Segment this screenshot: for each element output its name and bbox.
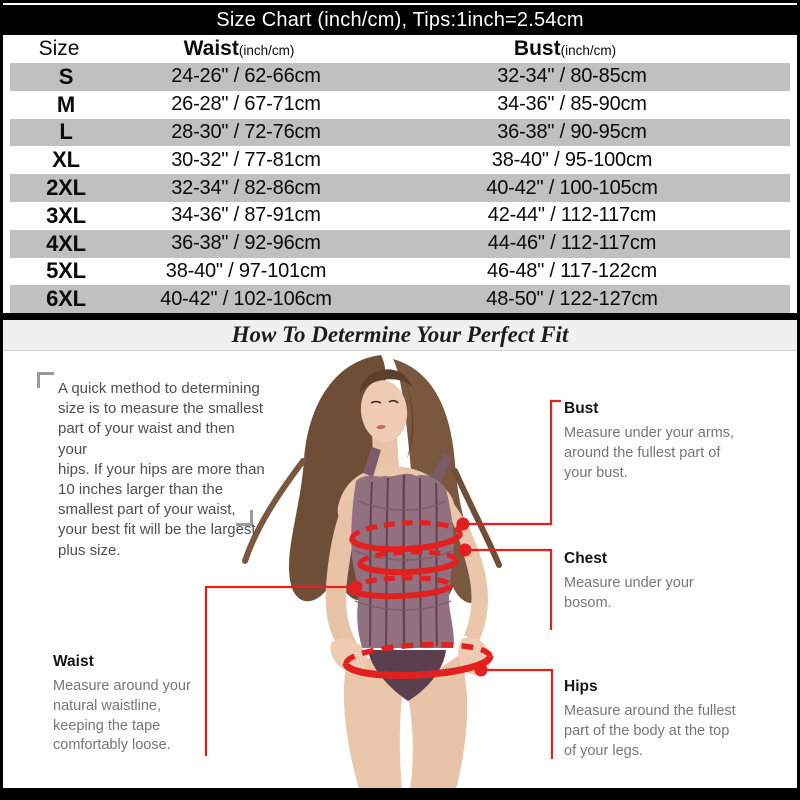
size-chart-banner: Size Chart (inch/cm), Tips:1inch=2.54cm [3,5,797,35]
fit-guide-section: A quick method to determining size is to… [3,351,797,789]
measurement-waist: Waist Measure around your natural waistl… [53,653,253,756]
hips-leader-line [481,668,554,759]
column-header-size: Size [38,37,80,60]
quote-bracket-bottom-right [236,510,253,526]
section-divider [3,313,797,320]
model-photo [204,355,561,789]
size-table-body: S 24-26" / 62-66cm 32-34" / 80-85cm M 26-28… [3,63,797,314]
measurement-hips-label: Hips [564,678,598,695]
size-table-header: Size Waist(inch/cm) Bust(inch/cm) [3,35,797,63]
table-row: 3XL 34-36" / 87-91cm 42-44" / 112-117cm [46,202,657,228]
chest-leader-dot [458,543,472,557]
table-row: 2XL 32-34" / 82-86cm 40-42" / 100-105cm [10,174,790,202]
chest-measure-ring [357,549,459,576]
bust-leader-line [463,399,561,526]
measurement-chest-description: Measure under your bosom. [564,575,694,611]
bottom-border-bar [3,788,797,797]
measurement-chest: Chest Measure under your bosom. [564,550,764,614]
waist-leader-dot [349,580,363,594]
column-header-waist: Waist(inch/cm) [183,37,295,60]
table-row: 4XL 36-38" / 92-96cm 44-46" / 112-117cm [10,229,790,258]
measurement-chest-label: Chest [564,550,608,567]
table-row: 6XL 40-42" / 102-106cm 48-50" / 122-127cm [10,285,790,314]
measurement-hips: Hips Measure around the fullest part of … [564,678,764,761]
column-header-bust: Bust(inch/cm) [513,37,617,60]
measurement-bust-label: Bust [564,400,599,417]
table-row: L 28-30" / 72-76cm 36-38" / 90-95cm [10,118,790,147]
table-row: 5XL 38-40" / 97-101cm 46-48" / 117-122cm [46,258,657,284]
hips-measure-ring [342,641,494,679]
measurement-waist-description: Measure around your natural waistline, k… [53,678,191,754]
bust-leader-dot [456,517,470,531]
measurement-bust: Bust Measure under your arms, around the… [564,400,764,483]
measurement-waist-label: Waist [53,653,94,670]
bust-measure-ring [349,520,463,553]
table-row: XL 30-32" / 77-81cm 38-40" / 95-100cm [52,147,653,173]
table-row: M 26-28" / 67-71cm 34-36" / 85-90cm [56,91,647,117]
waist-leader-line [204,585,356,756]
chest-leader-line [465,548,553,630]
quote-bracket-top-left [37,372,54,388]
table-row: S 24-26" / 62-66cm 32-34" / 80-85cm [10,63,790,91]
hips-leader-dot [474,663,488,677]
sizing-tip-text: A quick method to determining size is to… [58,380,265,559]
measurement-hips-description: Measure around the fullest part of the b… [564,703,736,759]
fit-guide-title: How To Determine Your Perfect Fit [3,320,797,351]
measurement-bust-description: Measure under your arms, around the full… [564,425,735,481]
